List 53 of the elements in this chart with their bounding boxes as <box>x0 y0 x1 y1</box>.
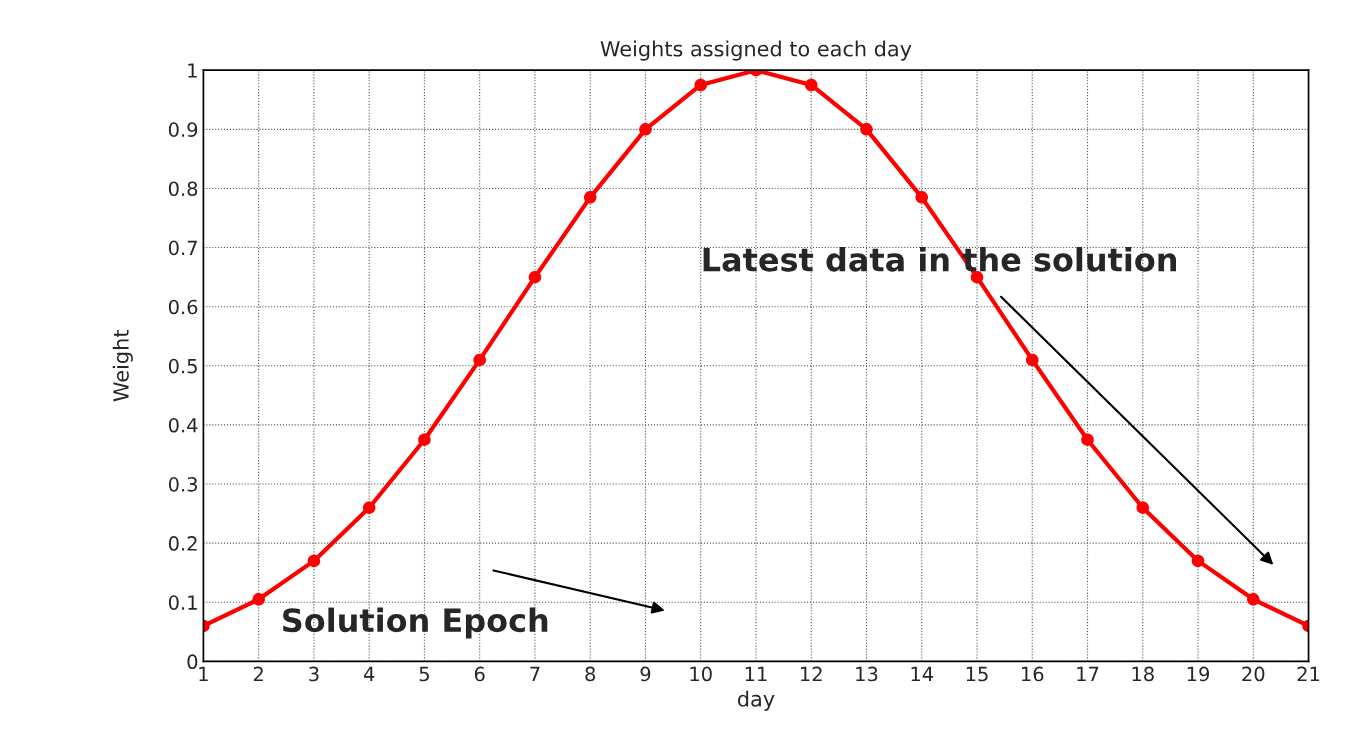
point <box>362 501 376 514</box>
point <box>1136 501 1150 514</box>
annotation: Solution Epoch <box>283 607 548 639</box>
x-tick-label: 6 <box>474 666 485 682</box>
x-tick-label: 14 <box>911 666 934 682</box>
point <box>804 78 818 92</box>
x-tick-label: 16 <box>1022 666 1044 682</box>
x-tick-label: 18 <box>1132 666 1154 682</box>
point <box>1081 433 1094 446</box>
y-tick-label: 0.1 <box>168 595 197 610</box>
point <box>860 123 873 136</box>
x-tick-label: 2 <box>253 666 263 682</box>
y-tick-label: 0.3 <box>168 477 197 492</box>
x-tick-label: 5 <box>419 666 429 682</box>
x-tick-label: 3 <box>309 666 319 682</box>
point <box>1191 554 1205 568</box>
x-tick-label: 13 <box>856 666 878 682</box>
y-tick-label: 0.5 <box>168 358 197 374</box>
point <box>528 270 542 284</box>
x-tick-label: 15 <box>966 666 988 682</box>
x-tick-label: 9 <box>640 666 651 682</box>
point <box>1026 353 1039 367</box>
x-tick-label: 11 <box>745 666 767 682</box>
x-tick-label: 10 <box>690 666 712 682</box>
x-tick-label: 19 <box>1187 666 1210 682</box>
point <box>252 593 265 606</box>
y-tick-label: 1 <box>188 63 197 78</box>
point <box>694 78 707 92</box>
point <box>473 353 486 367</box>
y-tick-label: 0.8 <box>168 181 198 197</box>
y-tick-label: 0 <box>187 654 198 670</box>
x-tick-label: 20 <box>1242 666 1265 682</box>
y-tick-label: 0.7 <box>168 240 197 256</box>
y-tick-label: 0.9 <box>168 122 198 137</box>
x-tick-label: 12 <box>800 666 822 682</box>
x-tick-label: 1 <box>199 666 208 682</box>
x-tick-label: 21 <box>1297 666 1320 682</box>
y-axis-title: Weight <box>112 330 133 402</box>
point <box>583 191 597 204</box>
point <box>307 554 321 568</box>
x-axis-title: day <box>737 690 775 711</box>
point <box>915 191 928 204</box>
y-tick-label: 0.6 <box>168 299 198 315</box>
x-tick-label: 7 <box>530 666 540 682</box>
point <box>1247 593 1260 606</box>
x-tick-label: 4 <box>363 666 375 682</box>
x-tick-label: 17 <box>1077 666 1099 682</box>
point <box>418 433 431 446</box>
y-tick-label: 0.2 <box>168 536 197 551</box>
y-tick-label: 0.4 <box>168 417 198 433</box>
x-tick-label: 8 <box>585 666 596 682</box>
point <box>639 123 652 136</box>
chart-title: Weights assigned to each day <box>600 40 912 61</box>
